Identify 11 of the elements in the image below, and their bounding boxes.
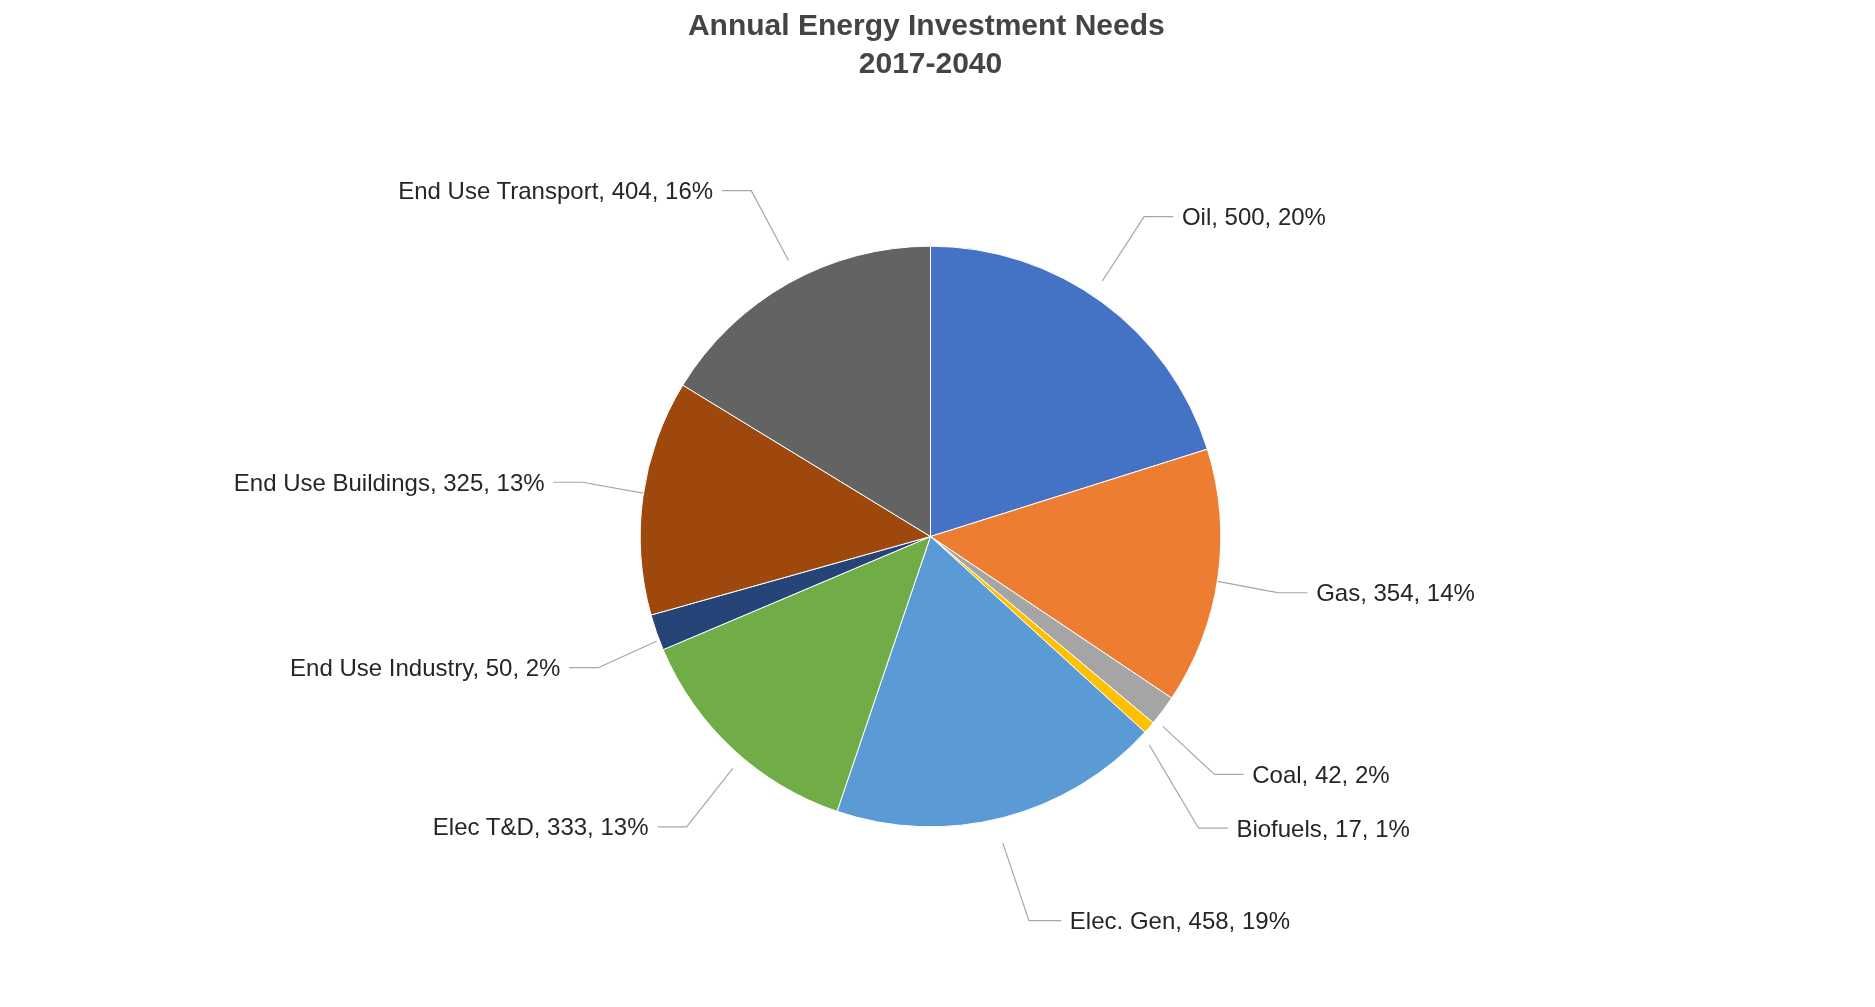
slice-label: Elec. Gen, 458, 19%	[1069, 907, 1290, 935]
slice-label: End Use Transport, 404, 16%	[398, 177, 714, 205]
slice-label: Coal, 42, 2%	[1252, 760, 1390, 788]
slice-label: Gas, 354, 14%	[1316, 579, 1475, 607]
slice-label: End Use Industry, 50, 2%	[290, 654, 561, 682]
slice-label: End Use Buildings, 325, 13%	[233, 468, 545, 496]
slice-label: Biofuels, 17, 1%	[1236, 814, 1410, 842]
chart-title: Annual Energy Investment Needs	[687, 7, 1165, 41]
slice-label: Elec T&D, 333, 13%	[432, 813, 649, 841]
chart-subtitle: 2017-2040	[858, 45, 1003, 79]
slice-label: Oil, 500, 20%	[1181, 203, 1326, 231]
